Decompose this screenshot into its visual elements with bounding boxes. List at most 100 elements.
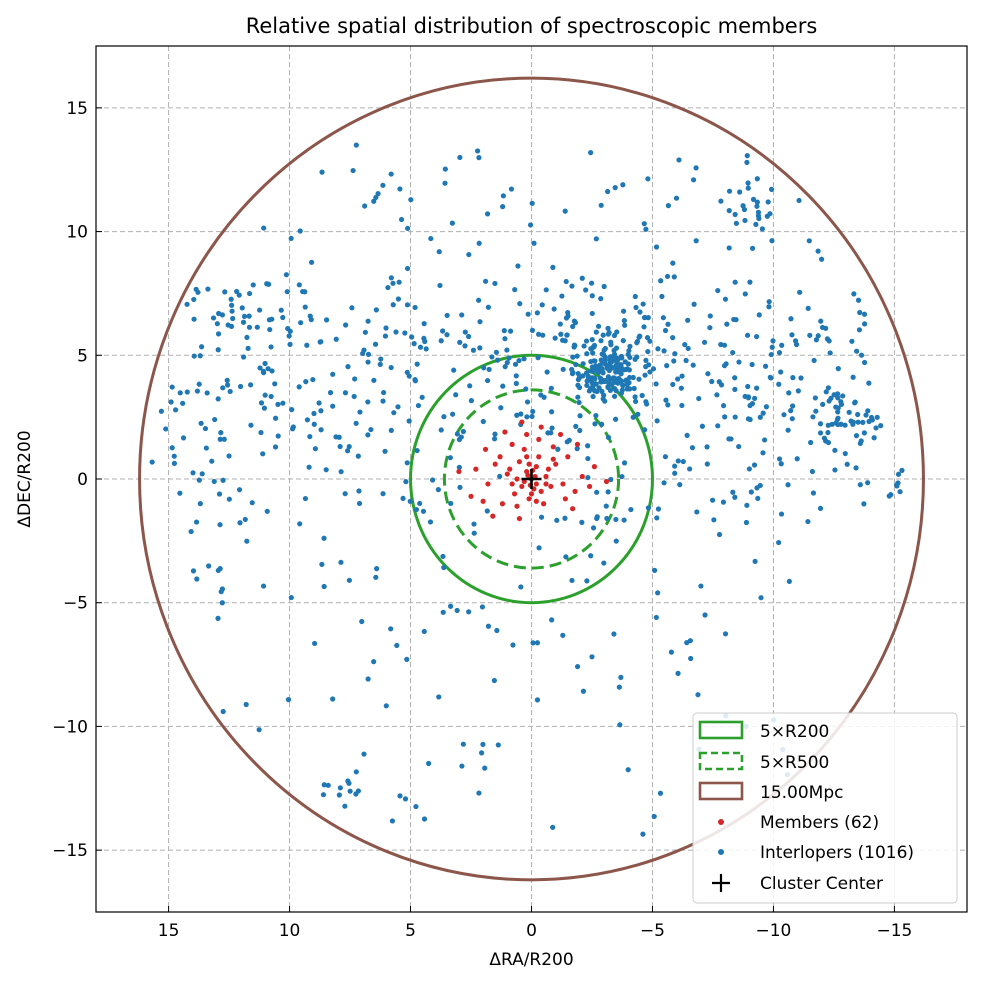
interloper-point	[590, 525, 597, 531]
interloper-point	[265, 366, 271, 372]
interloper-point	[601, 392, 607, 398]
legend-marker-center	[712, 874, 730, 892]
interloper-point	[855, 411, 861, 418]
interloper-point	[451, 367, 457, 373]
interloper-point	[598, 421, 605, 427]
radius-circles	[138, 76, 925, 882]
interloper-point	[229, 302, 235, 308]
interloper-point	[653, 244, 660, 250]
interloper-point	[558, 331, 564, 337]
interloper-point	[645, 348, 651, 355]
interloper-point	[525, 311, 531, 317]
interloper-point	[769, 238, 775, 244]
interloper-point	[575, 370, 581, 377]
interloper-point	[744, 332, 751, 338]
interloper-point	[838, 401, 845, 407]
interloper-point	[664, 363, 670, 369]
interloper-point	[668, 649, 675, 655]
interloper-point	[670, 381, 676, 388]
interloper-point	[256, 727, 262, 733]
interloper-point	[665, 402, 671, 408]
interloper-point	[242, 516, 248, 523]
interloper-point	[275, 433, 281, 439]
interloper-point	[460, 741, 466, 747]
interloper-point	[576, 384, 583, 391]
interloper-point	[643, 226, 649, 232]
interloper-point	[621, 517, 627, 523]
interloper-point	[701, 339, 708, 345]
interloper-point	[484, 211, 491, 217]
interloper-point	[670, 335, 676, 341]
interloper-point	[580, 688, 587, 694]
interloper-point	[595, 323, 602, 329]
legend-marker-members	[718, 819, 724, 825]
interloper-point	[504, 347, 510, 353]
member-point	[509, 481, 515, 487]
interloper-point	[462, 329, 468, 335]
interloper-point	[373, 574, 379, 580]
interloper-point	[529, 327, 536, 333]
interloper-point	[536, 331, 542, 337]
interloper-point	[888, 492, 894, 498]
member-point	[543, 481, 549, 487]
interloper-point	[497, 473, 503, 479]
interloper-point	[812, 395, 818, 401]
interloper-point	[745, 180, 751, 186]
interloper-point	[640, 301, 646, 307]
interloper-point	[514, 412, 520, 418]
interloper-point	[653, 381, 659, 387]
interloper-point	[715, 287, 721, 294]
interloper-point	[414, 361, 420, 367]
interloper-point	[776, 350, 783, 356]
x-tick-label: 15	[158, 921, 180, 941]
interloper-point	[199, 471, 205, 477]
interloper-point	[390, 302, 396, 308]
interloper-point	[402, 330, 408, 336]
member-point	[499, 501, 506, 507]
interloper-point	[375, 191, 381, 197]
interloper-point	[210, 315, 217, 321]
interloper-point	[353, 769, 359, 775]
interloper-point	[193, 519, 200, 525]
interloper-point	[614, 359, 620, 365]
interloper-point	[336, 434, 342, 440]
interloper-point	[307, 433, 313, 440]
interloper-point	[436, 249, 442, 255]
interloper-point	[361, 347, 367, 353]
interloper-point	[512, 287, 518, 293]
interloper-point	[617, 722, 623, 728]
member-point	[553, 461, 559, 467]
interloper-point	[163, 426, 169, 432]
interloper-point	[180, 400, 186, 406]
interloper-point	[834, 391, 841, 397]
interloper-point	[588, 553, 594, 559]
interloper-point	[806, 238, 812, 244]
interloper-point	[476, 297, 482, 303]
member-point	[473, 466, 479, 472]
member-point	[533, 464, 539, 470]
interloper-point	[846, 409, 852, 415]
interloper-point	[365, 676, 371, 682]
member-point	[509, 441, 515, 447]
interloper-point	[786, 390, 792, 396]
interloper-point	[599, 367, 605, 373]
interloper-point	[190, 470, 196, 476]
interloper-point	[810, 490, 817, 496]
interloper-point	[516, 357, 522, 364]
legend: 5×R200 5×R500 15.00Mpc Members (62) Inte…	[692, 712, 958, 904]
interloper-point	[436, 694, 442, 700]
member-point	[536, 436, 542, 443]
interloper-point	[362, 329, 368, 335]
member-point	[482, 446, 489, 452]
interloper-point	[383, 703, 389, 709]
interloper-point	[575, 394, 581, 400]
interloper-point	[788, 316, 794, 322]
interloper-point	[899, 467, 905, 473]
interloper-point	[723, 361, 729, 367]
interloper-point	[678, 385, 684, 391]
interloper-point	[722, 414, 728, 420]
interloper-point	[397, 793, 403, 799]
interloper-point	[609, 365, 616, 371]
interloper-point	[620, 182, 626, 188]
